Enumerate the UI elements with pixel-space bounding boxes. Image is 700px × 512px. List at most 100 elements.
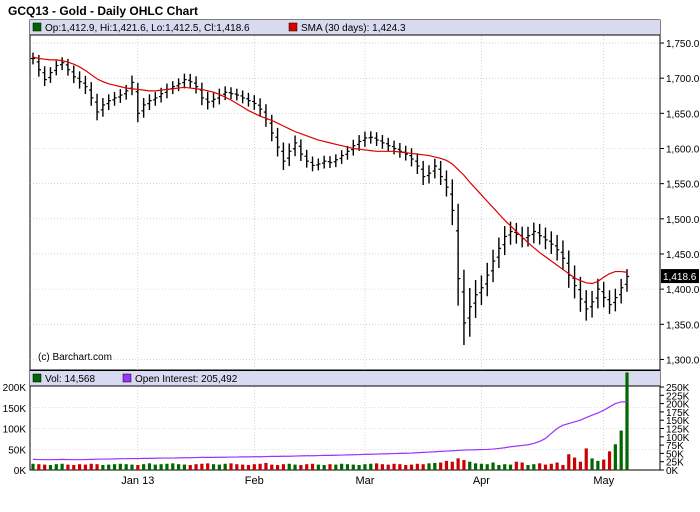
volume-bar [625, 372, 629, 470]
volume-bar [293, 464, 297, 470]
ohlc-bar [269, 114, 274, 142]
oi-tick-label: 75K [666, 441, 684, 452]
ohlc-bar [455, 203, 461, 306]
ohlc-bar [426, 165, 432, 184]
volume-bar [281, 464, 286, 470]
volume-bar [473, 463, 478, 470]
price-tick-label: 1,400.0 [666, 285, 700, 296]
volume-bar [374, 463, 379, 470]
volume-bar [118, 463, 122, 470]
volume-bar [584, 448, 588, 470]
volume-bar [433, 462, 437, 470]
oi-tick-label: 200K [666, 400, 690, 411]
volume-legend-band [30, 371, 660, 386]
volume-bar [305, 464, 309, 470]
ohlc-bar [485, 262, 490, 297]
ohlc-bar [584, 290, 589, 321]
oi-tick-label: 125K [666, 425, 690, 436]
volume-bar [246, 465, 251, 470]
ohlc-bar [578, 276, 583, 312]
volume-bar [613, 444, 617, 470]
volume-bar [206, 463, 210, 470]
sma-legend-text: SMA (30 days): 1,424.3 [301, 23, 406, 34]
ohlc-bar [386, 137, 391, 152]
ohlc-bar [54, 60, 59, 76]
price-tick-label: 1,500.0 [666, 215, 700, 226]
volume-bar [112, 464, 117, 470]
ohlc-bar [153, 91, 158, 106]
volume-bar [555, 462, 559, 470]
ohlc-bar [601, 281, 606, 308]
volume-bar [468, 461, 472, 470]
price-grid [30, 36, 660, 370]
price-axis: 1,300.0 1,350.0 1,400.0 1,450.0 1,500.0 1,550… [660, 39, 700, 366]
ohlc-bar [281, 142, 286, 171]
ohlc-bar [514, 222, 519, 244]
volume-bar [590, 458, 594, 470]
ohlc-bar [304, 149, 309, 168]
volume-bar [363, 464, 367, 470]
volume-bar [48, 465, 53, 470]
volume-bar [392, 463, 396, 470]
volume-bar [147, 463, 152, 470]
volume-bar [427, 463, 431, 470]
volume-bar [130, 464, 134, 470]
volume-bar [340, 463, 344, 470]
ohlc-bar [42, 66, 47, 86]
volume-bar [72, 465, 76, 470]
ohlc-bar [432, 158, 438, 179]
volume-bar [182, 464, 187, 470]
volume-bar [485, 464, 489, 470]
ohlc-bar [316, 158, 321, 171]
volume-bar [409, 464, 414, 470]
ohlc-bar [182, 73, 187, 89]
volume-bar [258, 463, 262, 470]
volume-bar [398, 464, 402, 470]
ohlc-bar [420, 160, 426, 185]
volume-bar [316, 464, 320, 470]
volume-bar [345, 464, 350, 470]
volume-tick-label: 50K [8, 445, 26, 456]
ohlc-bars [30, 52, 630, 346]
volume-bar [241, 464, 245, 470]
volume-bar [538, 463, 542, 470]
volume-bar [310, 463, 315, 470]
ohlc-bar [444, 170, 449, 197]
ohlc-bar [345, 145, 350, 160]
ohlc-bar [450, 179, 455, 226]
volume-bar [497, 465, 501, 470]
ohlc-bar [193, 76, 199, 94]
volume-bar [270, 464, 274, 470]
volume-bar [217, 464, 221, 470]
volume-bar [514, 461, 518, 470]
sma-line [32, 56, 628, 285]
volume-bar [275, 465, 280, 470]
volume-bar [287, 463, 291, 470]
ohlc-bar [176, 78, 181, 92]
volume-bar [357, 465, 361, 470]
volume-bar [252, 464, 256, 470]
volume-bar [561, 465, 565, 470]
last-price-label: 1,418.6 [663, 272, 697, 283]
volume-bar [520, 462, 524, 470]
ohlc-legend-text: Op:1,412.9, Hi:1,421.6, Lo:1,412.5, Cl:1… [45, 23, 250, 34]
volume-bar [334, 464, 338, 470]
volume-bar [549, 463, 553, 470]
price-legend-band [30, 20, 660, 35]
volume-bar [479, 463, 484, 470]
x-tick-label: Apr [473, 475, 490, 487]
ohlc-bar [310, 156, 315, 172]
volume-bar [567, 454, 571, 470]
oi-tick-label: 175K [666, 408, 690, 419]
price-tick-label: 1,300.0 [666, 355, 700, 366]
volume-bar [369, 463, 373, 470]
volume-legend-swatch [32, 373, 42, 383]
ohlc-bar [467, 288, 472, 337]
volume-bar [602, 459, 606, 470]
ohlc-bar [246, 92, 251, 107]
volume-bar [60, 463, 64, 470]
volume-bar [444, 460, 449, 470]
volume-bar [607, 451, 612, 470]
ohlc-bar [321, 155, 327, 169]
ohlc-bar [205, 91, 210, 110]
